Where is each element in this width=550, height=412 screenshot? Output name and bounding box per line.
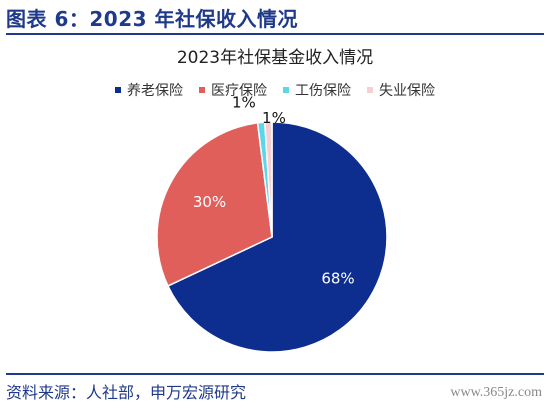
legend-swatch (115, 87, 121, 93)
data-label-medical: 30% (193, 193, 226, 211)
legend-label: 工伤保险 (295, 83, 351, 99)
legend-swatch (283, 87, 289, 93)
chart-title: 2023年社保基金收入情况 (176, 48, 374, 68)
legend-swatch (199, 87, 205, 93)
legend-label: 养老保险 (127, 83, 183, 99)
pie-slice-medical (156, 122, 273, 287)
data-label-work-injury: 1% (232, 93, 256, 111)
legend-label: 医疗保险 (211, 83, 267, 99)
legend-item-work-injury: 工伤保险 (283, 80, 351, 100)
legend-item-medical: 医疗保险 (199, 80, 267, 100)
source-note: 资料来源：人社部，申万宏源研究 (6, 383, 247, 402)
title-divider (6, 33, 544, 35)
watermark: www.365jz.com (450, 385, 542, 400)
pie-slice-pension (166, 121, 388, 353)
legend-item-pension: 养老保险 (115, 80, 183, 100)
legend-item-unemployment: 失业保险 (367, 80, 435, 100)
data-label-unemployment: 1% (262, 109, 286, 127)
pie-slice-unemployment (263, 121, 273, 238)
chart-legend: 养老保险 医疗保险 工伤保险 失业保险 (0, 80, 550, 100)
figure-title: 图表 6：2023 年社保收入情况 (6, 7, 299, 31)
legend-label: 失业保险 (379, 83, 435, 99)
data-label-pension: 68% (321, 269, 354, 287)
source-divider (6, 373, 544, 375)
legend-swatch (367, 87, 373, 93)
